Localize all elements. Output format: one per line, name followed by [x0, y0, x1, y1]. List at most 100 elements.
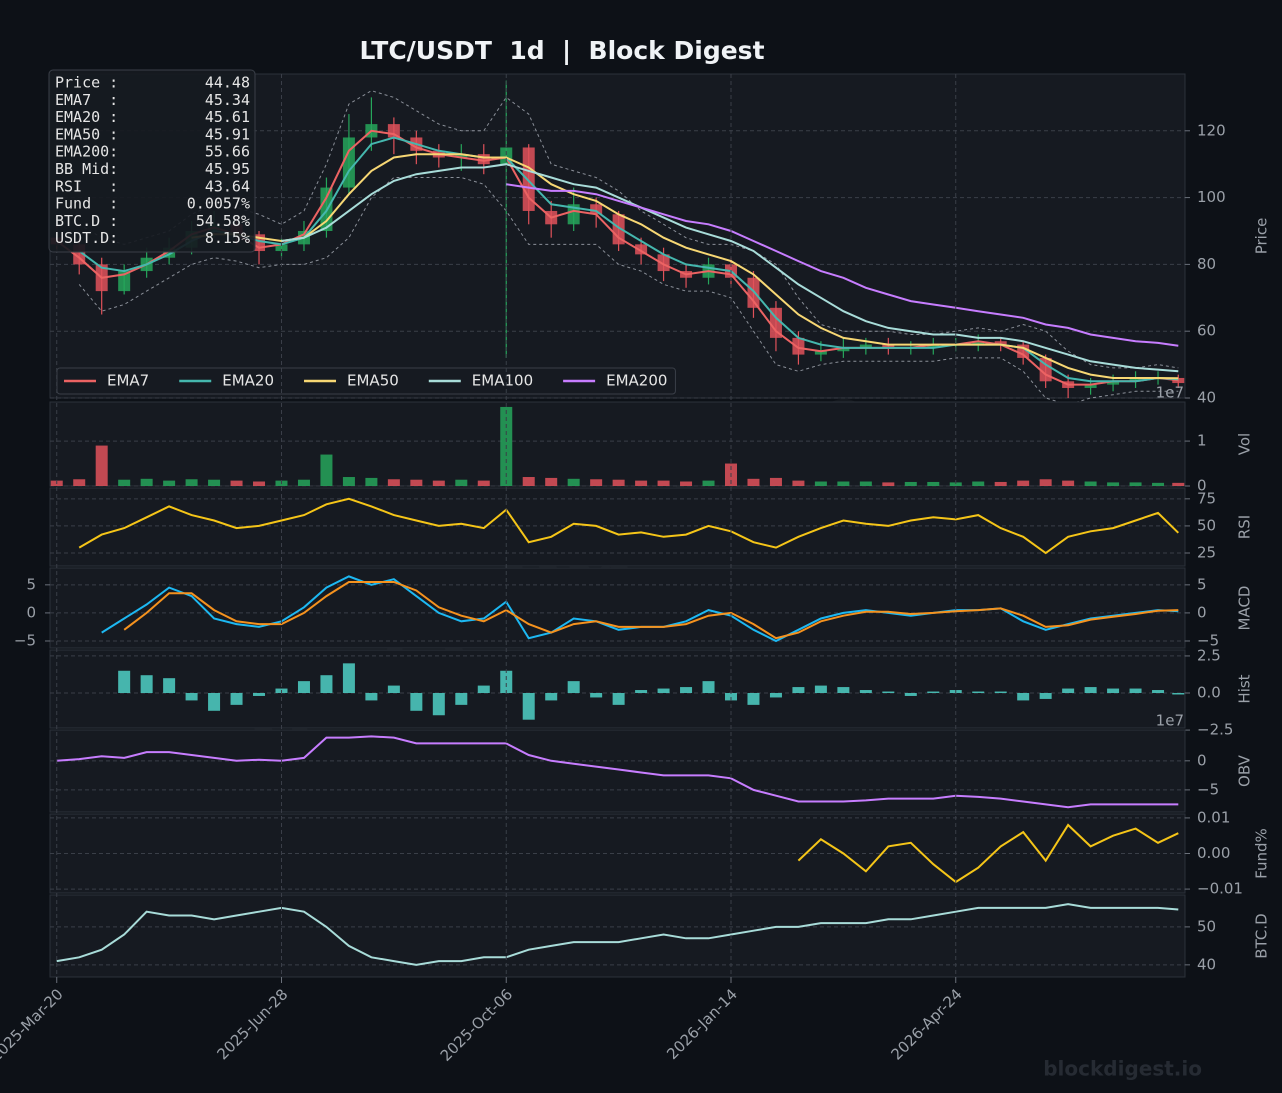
candle-body — [814, 351, 827, 355]
bar — [927, 691, 940, 694]
bar — [432, 480, 445, 486]
panel-background — [49, 401, 1186, 487]
candle-body — [972, 341, 985, 345]
bar — [1152, 690, 1165, 694]
candle-body — [792, 337, 805, 355]
bar — [230, 693, 243, 705]
bar — [387, 685, 400, 694]
y-tick-label: 40 — [1197, 955, 1216, 973]
y-tick-label: 100 — [1197, 188, 1226, 206]
info-label: USDT.D: — [55, 229, 118, 247]
bar — [163, 678, 176, 694]
bar — [410, 693, 423, 711]
y-axis-label: OBV — [1236, 754, 1254, 787]
bar — [859, 690, 872, 694]
series-line — [56, 735, 1179, 809]
bar — [208, 479, 221, 486]
x-tick-label: 2025-Mar-20 — [0, 985, 67, 1065]
bar — [1039, 479, 1052, 486]
y-tick-label: 0 — [26, 603, 36, 621]
candle-body — [635, 244, 648, 255]
bar — [814, 685, 827, 694]
x-tick-label: 2026-Apr-24 — [887, 985, 965, 1063]
info-label: RSI : — [55, 177, 118, 195]
series-line — [191, 153, 1179, 380]
bar — [410, 479, 423, 486]
info-label: Fund : — [55, 195, 118, 213]
bar — [972, 481, 985, 486]
bar — [747, 478, 760, 486]
panel-background — [49, 487, 1186, 567]
bar — [1084, 687, 1097, 694]
candle-body — [477, 154, 490, 165]
bar — [140, 478, 153, 486]
bar — [297, 479, 310, 486]
y-axis-label: MACD — [1236, 586, 1254, 631]
x-tick-label: 2025-Jun-28 — [213, 985, 291, 1063]
bar — [1062, 688, 1075, 694]
bar — [522, 477, 535, 486]
bar — [814, 481, 827, 486]
legend-label: EMA100 — [472, 372, 533, 390]
candle-body — [522, 147, 535, 211]
candle-body — [567, 204, 580, 225]
info-value: 45.95 — [205, 160, 250, 178]
panel-background — [49, 649, 1186, 729]
bar — [635, 690, 648, 694]
bar — [342, 477, 355, 486]
series-line — [78, 497, 1180, 555]
y-tick-label: 2.5 — [1197, 646, 1221, 664]
y-tick-label: −5 — [1197, 631, 1219, 649]
bar — [500, 670, 513, 694]
bar — [387, 479, 400, 486]
bar — [792, 480, 805, 486]
y-axis-label: Hist — [1236, 674, 1254, 703]
bar — [680, 481, 693, 486]
bar — [73, 479, 86, 486]
candle-body — [455, 154, 468, 158]
bar — [477, 480, 490, 486]
info-label: Price : — [55, 74, 118, 92]
bar — [590, 693, 603, 698]
legend-box — [56, 367, 676, 395]
candle-body — [612, 214, 625, 245]
bar — [455, 693, 468, 705]
y-tick-label: 25 — [1197, 544, 1216, 562]
bar — [994, 691, 1007, 694]
bar — [342, 663, 355, 694]
series-line — [281, 163, 1179, 373]
bar — [680, 687, 693, 694]
bar — [612, 693, 625, 705]
y-axis-label: Price — [1253, 218, 1271, 255]
bar — [1017, 693, 1030, 701]
candle-body — [1107, 381, 1120, 385]
bar — [1129, 688, 1142, 694]
candle-body — [747, 277, 760, 308]
y-axis-label: Vol — [1236, 433, 1254, 455]
bar — [320, 454, 333, 486]
candle-body — [590, 204, 603, 215]
bar — [882, 482, 895, 486]
y-tick-label: 40 — [1197, 389, 1216, 407]
y-tick-label: 50 — [1197, 516, 1216, 534]
info-label: BTC.D : — [55, 212, 118, 230]
bar — [927, 481, 940, 486]
candle-body — [882, 344, 895, 348]
candle-body — [859, 344, 872, 348]
bar — [657, 480, 670, 486]
bar — [545, 693, 558, 701]
bar — [612, 479, 625, 486]
bar — [140, 675, 153, 694]
legend-label: EMA20 — [222, 372, 274, 390]
candle-body — [927, 344, 940, 348]
y-tick-label: 5 — [26, 575, 36, 593]
bar — [118, 670, 131, 694]
bar — [904, 481, 917, 486]
info-value: 45.91 — [205, 125, 250, 143]
bar — [118, 479, 131, 486]
bar — [702, 681, 715, 694]
bar — [1152, 482, 1165, 486]
series-line — [56, 903, 1179, 966]
info-label: EMA50 : — [55, 125, 118, 143]
